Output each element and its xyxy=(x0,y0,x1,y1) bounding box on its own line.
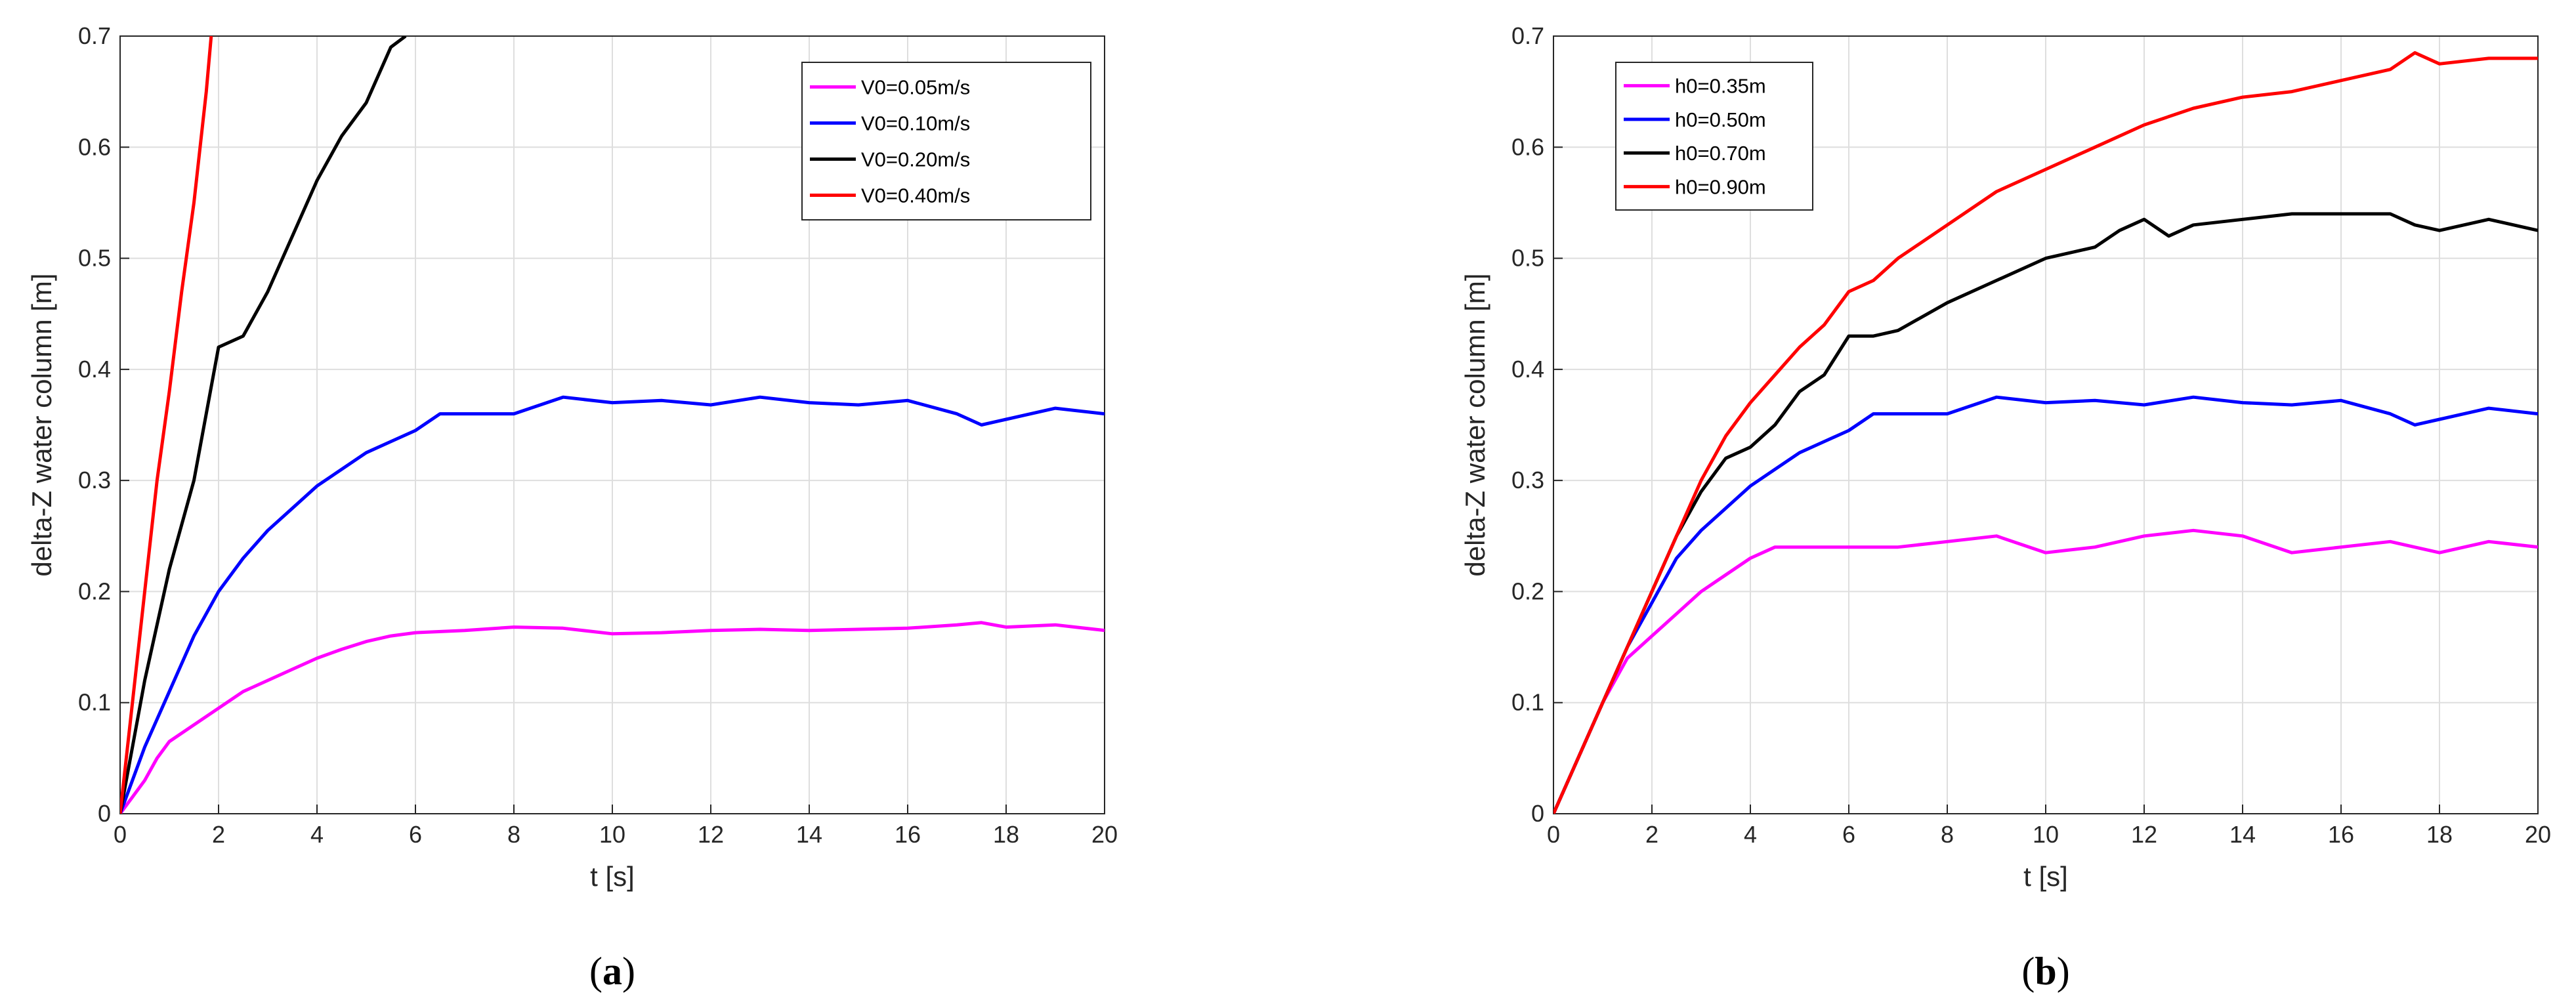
legend: h0=0.35m h0=0.50m h0=0.70m h0=0.90m xyxy=(1615,62,1813,211)
x-tick-label: 2 xyxy=(1645,821,1658,848)
series-line-V0=0.20m/s xyxy=(120,36,407,814)
legend-label: V0=0.05m/s xyxy=(861,76,970,99)
x-tick-label: 4 xyxy=(1744,821,1757,848)
y-tick-label: 0.7 xyxy=(1511,22,1544,49)
x-tick-label: 18 xyxy=(2426,821,2453,848)
x-axis-label: t [s] xyxy=(2023,861,2068,892)
chart-panel-a: 0 2 4 6 8 10 12 14 16 18 20 0 0.1 0.2 0.3 0.4 0.5 0.6 0.7 t… xyxy=(26,22,1118,993)
x-tick-label: 12 xyxy=(2131,821,2157,848)
x-tick-label: 18 xyxy=(993,821,1019,848)
y-tick-label: 0.2 xyxy=(1511,577,1544,604)
axes-frame xyxy=(119,35,1105,814)
legend-label: h0=0.90m xyxy=(1675,175,1766,198)
x-tick-label: 16 xyxy=(895,821,921,848)
y-tick-label: 0.3 xyxy=(1511,467,1544,493)
series-line-V0=0.40m/s xyxy=(120,36,213,814)
series-line-h0=0.50m xyxy=(1553,395,2538,814)
x-tick-label: 6 xyxy=(409,821,422,848)
x-axis-label: t [s] xyxy=(590,861,635,892)
x-tick-label: 14 xyxy=(796,821,822,848)
x-tick-label: 16 xyxy=(2328,821,2354,848)
panel-caption: (b) xyxy=(2021,950,2069,993)
y-tick-label: 0.3 xyxy=(78,467,111,493)
series-group xyxy=(1553,51,2538,814)
legend-label: h0=0.50m xyxy=(1675,108,1766,131)
legend-label: V0=0.40m/s xyxy=(861,184,970,207)
x-tick-label: 20 xyxy=(1091,821,1118,848)
legend-label: h0=0.70m xyxy=(1675,142,1766,165)
x-tick-label: 12 xyxy=(698,821,724,848)
y-tick-label: 0 xyxy=(1531,800,1544,827)
x-tick-label: 20 xyxy=(2525,821,2551,848)
axes-frame xyxy=(1553,35,2539,814)
series-line-h0=0.35m xyxy=(1553,528,2538,814)
y-tick-label: 0.5 xyxy=(1511,245,1544,272)
x-tick-label: 8 xyxy=(507,821,520,848)
y-tick-label: 0.5 xyxy=(78,245,111,272)
x-tick-label: 6 xyxy=(1842,821,1855,848)
y-axis-label: delta-Z water column [m] xyxy=(26,273,57,576)
legend-label: V0=0.10m/s xyxy=(861,112,970,135)
y-tick-label: 0.6 xyxy=(1511,133,1544,160)
y-tick-label: 0 xyxy=(98,800,111,827)
panel-caption: (a) xyxy=(589,950,635,993)
x-tick-label: 4 xyxy=(310,821,324,848)
x-tick-label: 14 xyxy=(2229,821,2256,848)
y-tick-label: 0.6 xyxy=(78,133,111,160)
y-tick-label: 0.1 xyxy=(1511,689,1544,716)
x-tick-label: 2 xyxy=(212,821,225,848)
y-tick-label: 0.4 xyxy=(78,356,111,383)
y-tick-label: 0.1 xyxy=(78,689,111,716)
legend-label: V0=0.20m/s xyxy=(861,148,970,171)
series-group xyxy=(120,36,1105,814)
series-line-V0=0.10m/s xyxy=(120,395,1105,814)
y-tick-label: 0.2 xyxy=(78,577,111,604)
y-tick-label: 0.4 xyxy=(1511,356,1544,383)
y-axis-label: delta-Z water column [m] xyxy=(1460,273,1490,576)
series-line-V0=0.05m/s xyxy=(120,621,1105,814)
series-line-h0=0.90m xyxy=(1553,51,2538,814)
chart-panel-b: 0 2 4 6 8 10 12 14 16 18 20 0 0.1 0.2 0.3 0.4 0.5 0.6 0.7 t… xyxy=(1460,22,2551,993)
x-tick-label: 0 xyxy=(1547,821,1560,848)
x-tick-label: 8 xyxy=(1941,821,1954,848)
x-tick-label: 0 xyxy=(114,821,127,848)
y-tick-label: 0.7 xyxy=(78,22,111,49)
x-tick-label: 10 xyxy=(599,821,625,848)
x-tick-label: 10 xyxy=(2033,821,2059,848)
legend: V0=0.05m/s V0=0.10m/s V0=0.20m/s V0=0.40m/s xyxy=(801,62,1091,220)
legend-label: h0=0.35m xyxy=(1675,75,1766,98)
